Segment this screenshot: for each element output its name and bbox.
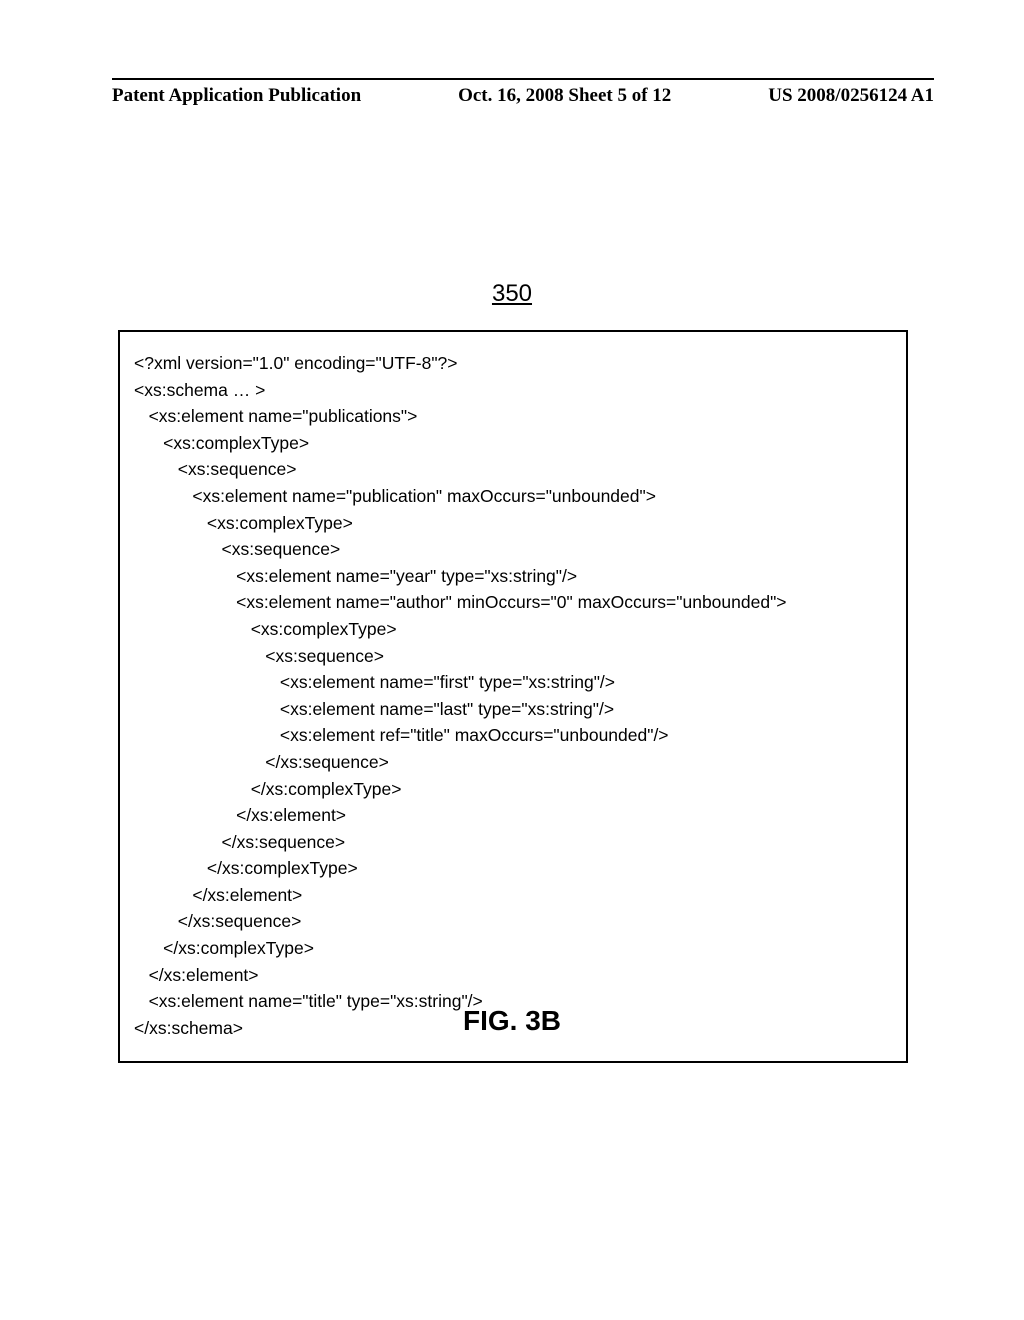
page-container: Patent Application Publication Oct. 16, … bbox=[0, 0, 1024, 1320]
header-rule bbox=[112, 78, 934, 80]
figure-label: FIG. 3B bbox=[0, 1005, 1024, 1037]
header-date-sheet: Oct. 16, 2008 Sheet 5 of 12 bbox=[458, 85, 671, 107]
header-publication-type: Patent Application Publication bbox=[112, 85, 361, 107]
page-header: Patent Application Publication Oct. 16, … bbox=[112, 85, 934, 107]
header-patent-number: US 2008/0256124 A1 bbox=[768, 85, 934, 107]
figure-reference-number: 350 bbox=[0, 280, 1024, 308]
schema-code-content: <?xml version="1.0" encoding="UTF-8"?> <… bbox=[134, 350, 892, 1041]
schema-code-box: <?xml version="1.0" encoding="UTF-8"?> <… bbox=[118, 330, 908, 1063]
